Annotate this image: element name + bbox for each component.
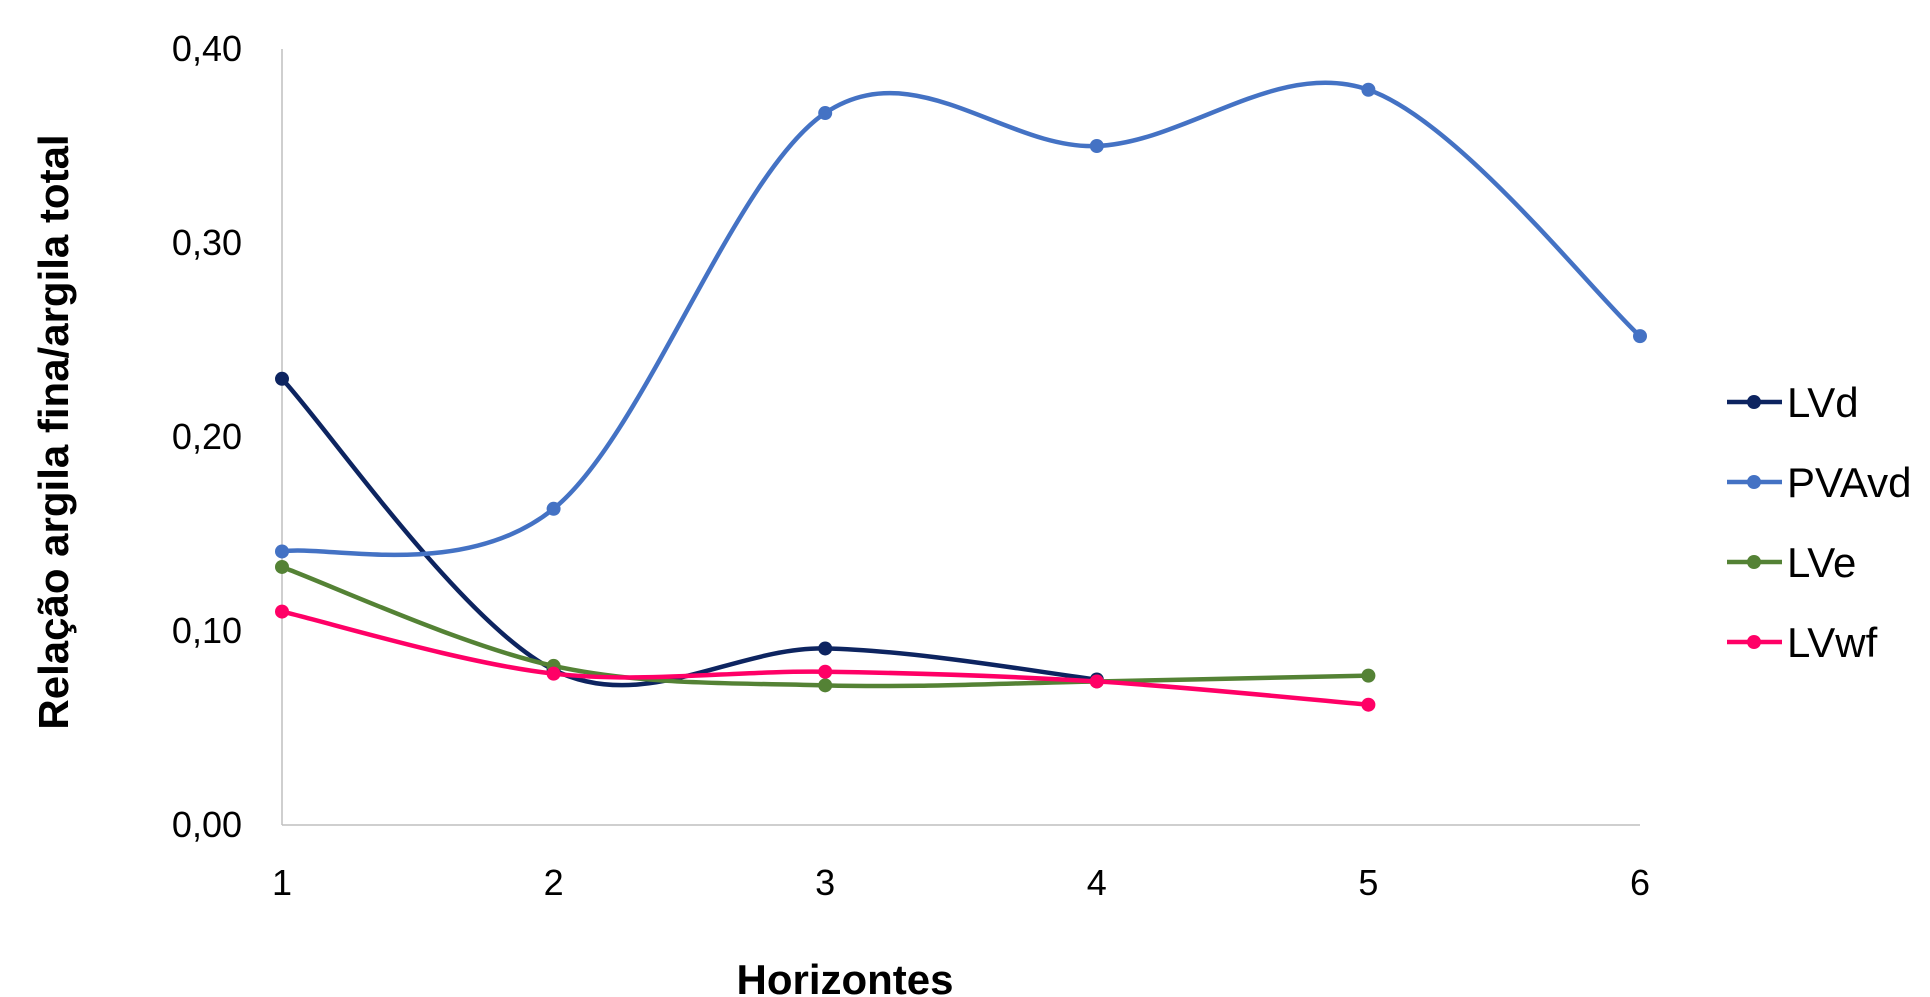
x-tick-label: 6 xyxy=(1630,862,1650,903)
legend-label-lvwf: LVwf xyxy=(1787,619,1878,666)
legend-item-lve: LVe xyxy=(1727,539,1856,586)
axes xyxy=(281,49,1640,826)
series-pvavd xyxy=(275,80,1647,559)
x-axis-title: Horizontes xyxy=(736,956,953,997)
series-lvwf xyxy=(275,604,1376,712)
legend-item-lvd: LVd xyxy=(1727,379,1859,426)
legend-marker-lve xyxy=(1747,555,1761,569)
y-tick-label: 0,30 xyxy=(172,222,242,263)
data-point-pvavd xyxy=(1633,329,1647,344)
data-point-lvwf xyxy=(1089,674,1104,689)
legend-item-lvwf: LVwf xyxy=(1727,619,1878,666)
data-point-lve xyxy=(1361,668,1376,683)
x-tick-label: 4 xyxy=(1087,862,1107,903)
data-point-lvwf xyxy=(275,604,289,619)
data-point-lve xyxy=(818,678,833,693)
y-tick-label: 0,40 xyxy=(172,28,242,69)
series-line-pvavd xyxy=(279,80,1643,558)
legend-label-pvavd: PVAvd xyxy=(1787,459,1912,506)
legend: LVd PVAvd LVe LVwf xyxy=(1727,379,1912,666)
data-point-lvd xyxy=(818,641,833,656)
y-tick-label: 0,00 xyxy=(172,804,242,845)
data-point-lvwf xyxy=(546,666,561,681)
series-group xyxy=(275,80,1647,712)
tick-labels: 0,00 0,10 0,20 0,30 0,40 1 2 3 4 5 6 xyxy=(172,28,1650,903)
y-tick-label: 0,20 xyxy=(172,416,242,457)
data-point-lvd xyxy=(275,371,289,386)
legend-marker-lvwf xyxy=(1747,635,1761,649)
legend-marker-pvavd xyxy=(1747,475,1761,489)
data-point-pvavd xyxy=(1361,82,1376,97)
x-tick-label: 2 xyxy=(544,862,564,903)
data-point-pvavd xyxy=(1089,139,1104,153)
legend-label-lvd: LVd xyxy=(1787,379,1859,426)
data-point-pvavd xyxy=(275,544,289,559)
x-tick-label: 5 xyxy=(1358,862,1378,903)
y-axis-title: Relação argila fina/argila total xyxy=(30,134,77,729)
legend-marker-lvd xyxy=(1747,395,1761,409)
data-point-lvwf xyxy=(1361,697,1376,712)
y-tick-label: 0,10 xyxy=(172,610,242,651)
data-point-pvavd xyxy=(818,106,833,121)
x-tick-label: 1 xyxy=(272,862,292,903)
series-line-lvd xyxy=(279,376,1100,688)
data-point-pvavd xyxy=(546,501,561,516)
data-point-lvwf xyxy=(818,664,833,679)
data-point-lve xyxy=(275,559,289,574)
legend-label-lve: LVe xyxy=(1787,539,1856,586)
series-lvd xyxy=(275,371,1104,688)
legend-item-pvavd: PVAvd xyxy=(1727,459,1912,506)
x-tick-label: 3 xyxy=(815,862,835,903)
